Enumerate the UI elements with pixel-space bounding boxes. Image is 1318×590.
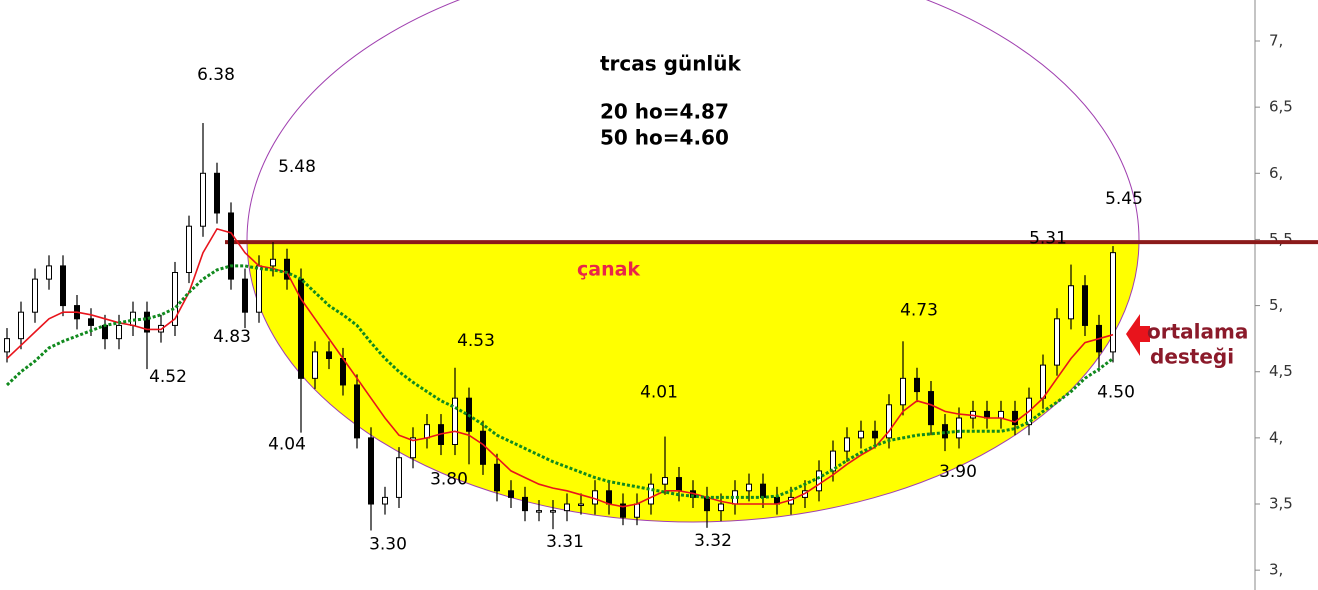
candle-body [550, 510, 556, 513]
candle-body [704, 496, 710, 512]
price-annotation: 3.31 [546, 532, 584, 552]
price-annotation: 4.83 [213, 327, 251, 347]
y-tick-label: 3,5 [1269, 495, 1293, 513]
candle-body [452, 397, 458, 445]
candle-body [200, 172, 206, 227]
support-label: ortalama [1147, 320, 1248, 344]
y-tick-label: 6,5 [1269, 98, 1293, 116]
note: 50 ho=4.60 [600, 126, 729, 150]
price-annotation: 5.48 [278, 157, 316, 177]
candle-body [816, 470, 822, 492]
candle-body [998, 410, 1004, 419]
candle-body [662, 477, 668, 485]
candle-body [1054, 318, 1060, 366]
candle-body [536, 510, 542, 513]
candle-body [494, 463, 500, 492]
candle-body [480, 430, 486, 465]
candle-body [32, 278, 38, 313]
moving-average [5, 264, 1114, 499]
candle-body [102, 324, 108, 340]
candle-body [1040, 364, 1046, 399]
candle-body [872, 430, 878, 439]
pattern-shape [246, 0, 1140, 523]
candle-body [410, 437, 416, 459]
candle-body [354, 384, 360, 439]
candle-body [424, 424, 430, 439]
candle-body [956, 417, 962, 439]
price-annotation: 3.30 [369, 534, 407, 554]
candle-body [46, 265, 52, 280]
price-annotation: 4.53 [457, 331, 495, 351]
price-annotation: 3.90 [939, 462, 977, 482]
candle-body [886, 404, 892, 439]
candle-body [326, 351, 332, 359]
price-annotation: 4.52 [149, 367, 187, 387]
price-annotation: 4.01 [640, 383, 678, 403]
candle-body [508, 490, 514, 498]
candle-body [914, 377, 920, 393]
candle-body [270, 258, 276, 267]
price-annotation: 3.80 [430, 469, 468, 489]
candle-body [88, 318, 94, 326]
chart-title: trcas günlük [600, 52, 742, 76]
candle-body [284, 258, 290, 280]
support-label: desteği [1150, 345, 1234, 369]
price-annotation: 4.04 [268, 435, 306, 455]
candle-body [578, 503, 584, 507]
candle-body [382, 496, 388, 505]
y-tick-label: 5, [1269, 296, 1283, 314]
candle-body [144, 311, 150, 333]
candle-body [172, 272, 178, 326]
candle-body [606, 490, 612, 505]
pattern-label: çanak [577, 259, 640, 281]
candle-body [746, 483, 752, 492]
candle-body [116, 324, 122, 340]
candle-body [900, 377, 906, 406]
candle-body [368, 437, 374, 505]
candle-body [396, 457, 402, 498]
candle-body [1012, 410, 1018, 426]
candle-body [760, 483, 766, 498]
price-annotation: 3.32 [694, 531, 732, 551]
candle-body [214, 172, 220, 214]
price-annotation: 6.38 [197, 65, 235, 85]
price-annotation: 5.45 [1105, 189, 1143, 209]
y-tick-label: 5,5 [1269, 230, 1293, 248]
moving-average [6, 227, 1114, 508]
arrow [1126, 314, 1150, 356]
candle-body [634, 503, 640, 518]
candle-body [620, 503, 626, 518]
candle-body [676, 477, 682, 492]
candle-body [844, 437, 850, 452]
candle-body [242, 278, 248, 313]
y-tick-label: 4, [1269, 428, 1283, 446]
candle-body [186, 225, 192, 274]
candle-body [564, 503, 570, 512]
candle-body [718, 503, 724, 512]
candle-body [1068, 285, 1074, 320]
candle-body [4, 338, 10, 353]
candle-body [522, 496, 528, 512]
y-tick-label: 6, [1269, 164, 1283, 182]
candle-body [1110, 252, 1116, 353]
candle-body [340, 357, 346, 386]
price-annotation: 4.73 [900, 300, 938, 320]
candle-body [228, 212, 234, 280]
y-tick-label: 7, [1269, 32, 1283, 50]
candle-body [18, 311, 24, 340]
price-annotation: 4.50 [1097, 383, 1135, 403]
candle-body [60, 265, 66, 307]
candle-body [1082, 285, 1088, 326]
candle-body [312, 351, 318, 379]
candle-body [928, 391, 934, 426]
price-annotation: 5.31 [1029, 229, 1067, 249]
candle-body [858, 430, 864, 439]
candle-body [256, 265, 262, 313]
y-tick-label: 3, [1269, 561, 1283, 579]
y-tick-label: 4,5 [1269, 362, 1293, 380]
note: 20 ho=4.87 [600, 100, 729, 124]
candle-body [648, 483, 654, 505]
